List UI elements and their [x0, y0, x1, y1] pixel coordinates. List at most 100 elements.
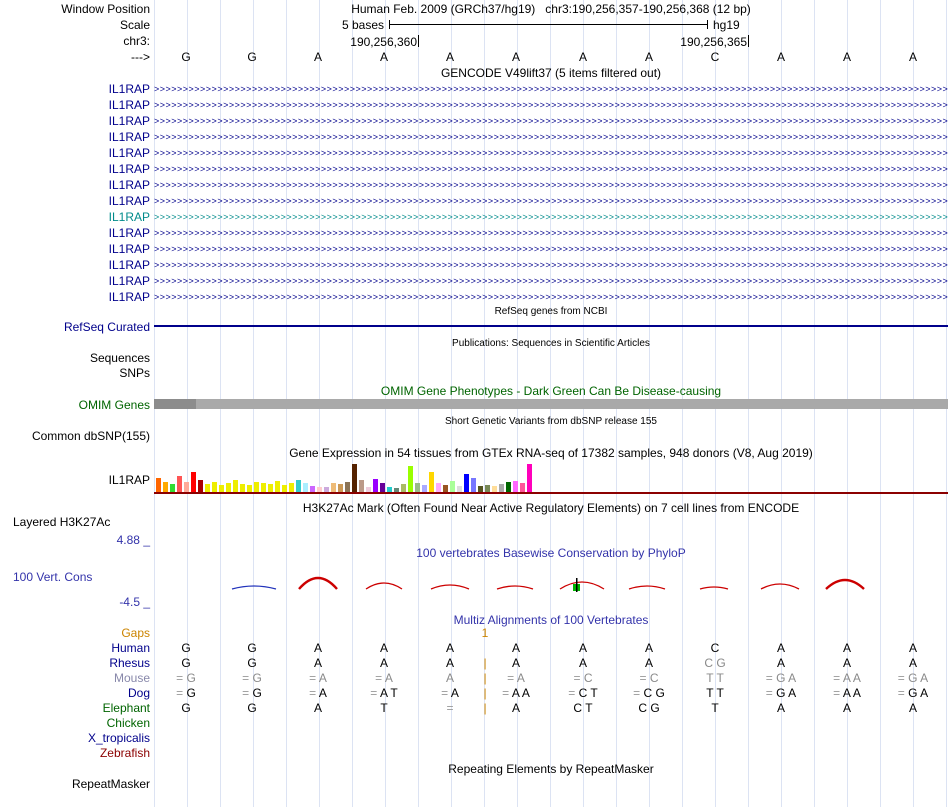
- species-label-zebrafish[interactable]: Zebrafish: [99, 746, 150, 760]
- alignment-cell: A: [578, 641, 587, 655]
- gene-label[interactable]: IL1RAP: [108, 226, 150, 240]
- gene-label[interactable]: IL1RAP: [108, 98, 150, 112]
- gtex-tissue-bar: [275, 481, 280, 492]
- species-label-dog[interactable]: Dog: [127, 686, 150, 700]
- gene-arrow-line[interactable]: >>>>>>>>>>>>>>>>>>>>>>>>>>>>>>>>>>>>>>>>…: [154, 276, 948, 286]
- gene-label[interactable]: IL1RAP: [108, 258, 150, 272]
- species-label-rhesus[interactable]: Rhesus: [109, 656, 150, 670]
- conservation-mark: [430, 584, 470, 590]
- common-dbsnp-label[interactable]: Common dbSNP(155): [31, 429, 150, 443]
- reference-base: G: [181, 50, 191, 64]
- alignment-cell: C: [710, 641, 720, 655]
- gene-arrow-line[interactable]: >>>>>>>>>>>>>>>>>>>>>>>>>>>>>>>>>>>>>>>>…: [154, 100, 948, 110]
- conservation-mark: [496, 585, 534, 590]
- species-label-chicken[interactable]: Chicken: [106, 716, 150, 730]
- gtex-tissue-bar: [331, 483, 336, 492]
- gtex-tissue-bar: [317, 487, 322, 492]
- gene-arrow-line[interactable]: >>>>>>>>>>>>>>>>>>>>>>>>>>>>>>>>>>>>>>>>…: [154, 84, 948, 94]
- gtex-gene-label[interactable]: IL1RAP: [108, 473, 150, 487]
- gene-label[interactable]: IL1RAP: [108, 274, 150, 288]
- omim-genes-label[interactable]: OMIM Genes: [78, 398, 150, 412]
- species-label-elephant[interactable]: Elephant: [102, 701, 150, 715]
- gene-label[interactable]: IL1RAP: [108, 114, 150, 128]
- vert-cons-label[interactable]: 100 Vert. Cons: [13, 570, 93, 584]
- gene-label[interactable]: IL1RAP: [108, 146, 150, 160]
- gtex-tissue-bar: [296, 480, 301, 492]
- alignment-cell: |: [483, 686, 487, 700]
- gene-arrow-line[interactable]: >>>>>>>>>>>>>>>>>>>>>>>>>>>>>>>>>>>>>>>>…: [154, 116, 948, 126]
- coordinate-left-tick: [418, 35, 419, 47]
- conservation-track-title: 100 vertebrates Basewise Conservation by…: [416, 546, 686, 560]
- gene-arrow-line[interactable]: >>>>>>>>>>>>>>>>>>>>>>>>>>>>>>>>>>>>>>>>…: [154, 180, 948, 190]
- conservation-mark: [298, 576, 338, 590]
- species-label-x_tropicalis[interactable]: X_tropicalis: [87, 731, 150, 745]
- gene-arrow-line[interactable]: >>>>>>>>>>>>>>>>>>>>>>>>>>>>>>>>>>>>>>>>…: [154, 132, 948, 142]
- alignment-cell: A: [511, 701, 520, 715]
- h3k27ac-track-title: H3K27Ac Mark (Often Found Near Active Re…: [302, 501, 800, 515]
- gene-label[interactable]: IL1RAP: [108, 242, 150, 256]
- sequences-label[interactable]: Sequences: [89, 351, 150, 365]
- layered-h3k27ac-label[interactable]: Layered H3K27Ac: [13, 515, 111, 529]
- alignment-cell: = C T: [568, 686, 598, 700]
- alignment-cell: A: [908, 641, 917, 655]
- alignment-cell: A: [445, 671, 454, 685]
- gene-arrow-line[interactable]: >>>>>>>>>>>>>>>>>>>>>>>>>>>>>>>>>>>>>>>>…: [154, 228, 948, 238]
- gene-arrow-line[interactable]: >>>>>>>>>>>>>>>>>>>>>>>>>>>>>>>>>>>>>>>>…: [154, 292, 948, 302]
- gene-label[interactable]: IL1RAP: [108, 210, 150, 224]
- gene-label[interactable]: IL1RAP: [108, 130, 150, 144]
- alignment-cell: A: [313, 641, 322, 655]
- gtex-tissue-bar: [163, 482, 168, 492]
- gene-label[interactable]: IL1RAP: [108, 82, 150, 96]
- refseq-gene-bar[interactable]: [154, 325, 948, 327]
- alignment-cell: = A A: [502, 686, 530, 700]
- alignment-cell: A: [313, 656, 322, 670]
- alignment-cell: A: [776, 641, 785, 655]
- gtex-tissue-bar: [261, 483, 266, 492]
- gene-label[interactable]: IL1RAP: [108, 194, 150, 208]
- species-label-gaps[interactable]: Gaps: [121, 626, 150, 640]
- gtex-tissue-bar: [443, 485, 448, 492]
- conservation-mark: [365, 582, 403, 590]
- omim-gene-bar-segment[interactable]: [154, 399, 196, 409]
- gene-arrow-line[interactable]: >>>>>>>>>>>>>>>>>>>>>>>>>>>>>>>>>>>>>>>>…: [154, 212, 948, 222]
- gene-arrow-line[interactable]: >>>>>>>>>>>>>>>>>>>>>>>>>>>>>>>>>>>>>>>>…: [154, 164, 948, 174]
- scale-label: Scale: [119, 18, 150, 32]
- alignment-cell: C G: [704, 656, 726, 670]
- reference-base: A: [908, 50, 917, 64]
- snps-label[interactable]: SNPs: [119, 366, 150, 380]
- alignment-cell: 1: [481, 626, 489, 640]
- omim-gene-bar[interactable]: [154, 399, 948, 409]
- conservation-mark: [628, 585, 666, 590]
- gene-arrow-line[interactable]: >>>>>>>>>>>>>>>>>>>>>>>>>>>>>>>>>>>>>>>>…: [154, 148, 948, 158]
- dbsnp-track-title: Short Genetic Variants from dbSNP releas…: [445, 416, 657, 427]
- species-label-mouse[interactable]: Mouse: [113, 671, 150, 685]
- gene-label[interactable]: IL1RAP: [108, 178, 150, 192]
- gene-label[interactable]: IL1RAP: [108, 290, 150, 304]
- gtex-tissue-bar: [338, 484, 343, 492]
- alignment-cell: G: [181, 641, 191, 655]
- gtex-tissue-bar: [156, 478, 161, 492]
- repeatmasker-track-title: Repeating Elements by RepeatMasker: [448, 762, 654, 776]
- gtex-tissue-bar: [205, 484, 210, 492]
- species-label-human[interactable]: Human: [111, 641, 150, 655]
- conservation-tick: [576, 578, 578, 592]
- gene-arrow-line[interactable]: >>>>>>>>>>>>>>>>>>>>>>>>>>>>>>>>>>>>>>>>…: [154, 244, 948, 254]
- gene-arrow-line[interactable]: >>>>>>>>>>>>>>>>>>>>>>>>>>>>>>>>>>>>>>>>…: [154, 196, 948, 206]
- gtex-tissue-bar: [457, 486, 462, 492]
- gtex-tissue-bar: [429, 472, 434, 492]
- gtex-tissue-bar: [345, 482, 350, 492]
- alignment-cell: A: [776, 701, 785, 715]
- repeatmasker-label[interactable]: RepeatMasker: [71, 777, 150, 791]
- gene-arrow-line[interactable]: >>>>>>>>>>>>>>>>>>>>>>>>>>>>>>>>>>>>>>>>…: [154, 260, 948, 270]
- alignment-cell: = C: [573, 671, 593, 685]
- alignment-cell: = G: [242, 671, 262, 685]
- gene-label[interactable]: IL1RAP: [108, 162, 150, 176]
- conservation-wiggle-plot[interactable]: [154, 565, 948, 610]
- alignment-cell: A: [445, 656, 454, 670]
- gtex-tissue-bar: [415, 483, 420, 492]
- alignment-cell: C T: [573, 701, 593, 715]
- alignment-cell: |: [483, 671, 487, 685]
- refseq-curated-label[interactable]: RefSeq Curated: [63, 320, 150, 334]
- gtex-tissue-bar: [352, 464, 357, 492]
